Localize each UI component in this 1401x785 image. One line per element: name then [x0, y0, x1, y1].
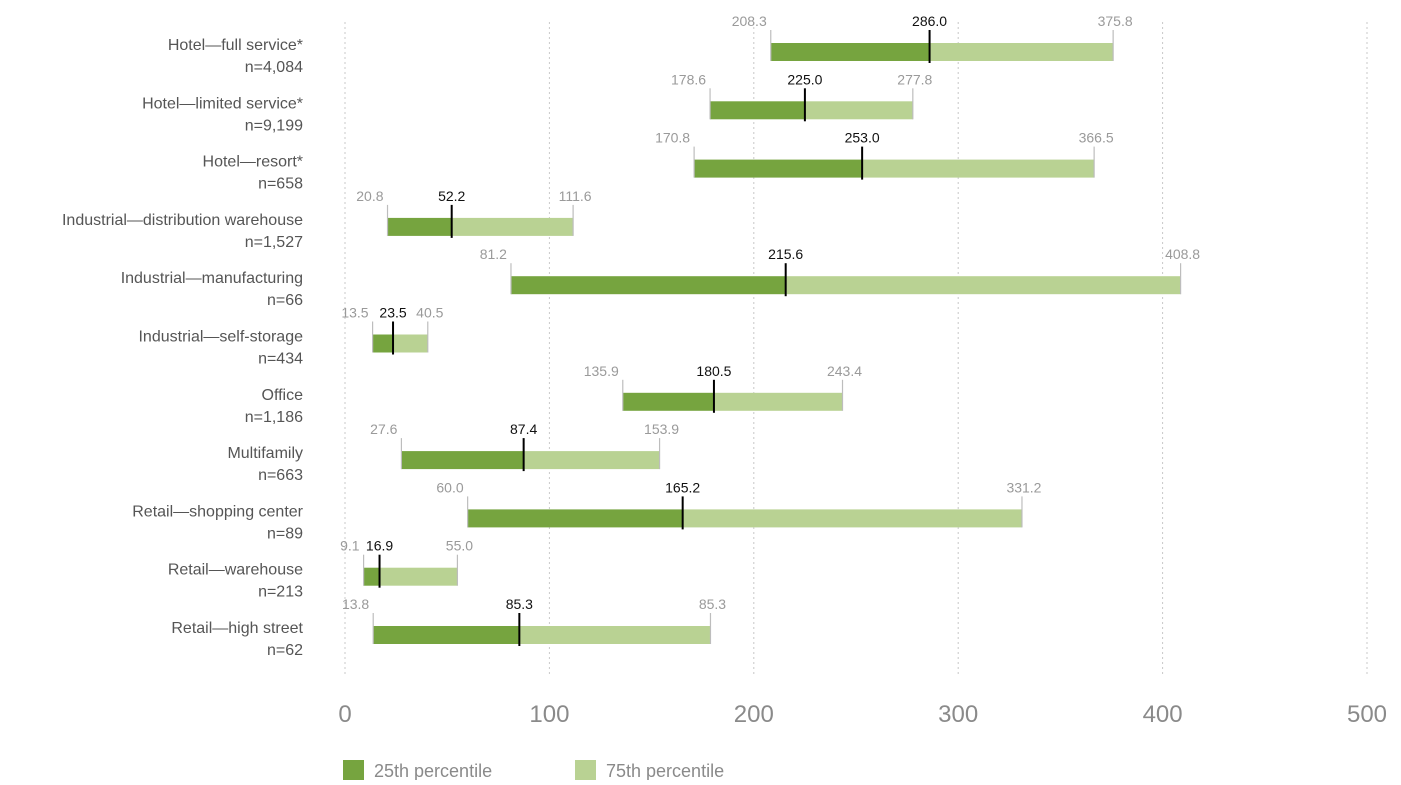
x-tick-label: 400 — [1143, 701, 1183, 728]
median-value-label: 286.0 — [912, 13, 947, 29]
bar-75th-percentile — [682, 509, 1022, 528]
category-label: Multifamily — [227, 445, 303, 462]
bar-25th-percentile — [373, 626, 520, 644]
median-value-label: 85.3 — [506, 596, 533, 612]
bar-75th-percentile — [804, 101, 913, 120]
bar-25th-percentile — [363, 567, 380, 586]
high-value-label: 153.9 — [644, 421, 679, 437]
bar-75th-percentile — [523, 451, 660, 470]
median-value-label: 165.2 — [665, 479, 700, 495]
bar-75th-percentile — [451, 217, 574, 236]
bar-25th-percentile — [622, 392, 714, 411]
x-tick-label: 300 — [938, 701, 978, 728]
category-label: Office — [262, 387, 304, 404]
high-value-label: 55.0 — [446, 538, 473, 554]
sample-size-label: n=1,186 — [245, 409, 303, 426]
grid-layer — [344, 22, 1368, 676]
high-value-label: 366.5 — [1079, 130, 1114, 146]
high-value-label: 111.6 — [559, 188, 592, 204]
high-value-label: 243.4 — [827, 363, 862, 379]
legend-label-25th: 25th percentile — [374, 761, 492, 780]
bar-75th-percentile — [713, 392, 843, 411]
bar-25th-percentile — [467, 509, 683, 528]
legend: 25th percentile 75th percentile — [343, 760, 724, 781]
sample-size-label: n=4,084 — [245, 59, 303, 76]
median-value-label: 215.6 — [768, 246, 803, 262]
category-label: Hotel—full service* — [168, 37, 303, 54]
sample-size-label: n=658 — [258, 176, 303, 193]
bar-25th-percentile — [387, 217, 452, 236]
category-label: Retail—warehouse — [168, 562, 303, 579]
legend-swatch-25th — [343, 760, 364, 780]
label-layer: Hotel—full service* n=4,084 208.3 286.0 375.… — [62, 13, 1200, 659]
legend-label-75th: 75th percentile — [606, 761, 724, 780]
legend-swatch-75th — [575, 760, 596, 780]
category-label: Hotel—resort* — [203, 154, 303, 171]
low-value-label: 60.0 — [436, 479, 463, 495]
median-value-label: 16.9 — [366, 538, 393, 554]
median-value-label: 23.5 — [379, 305, 406, 321]
high-value-label: 40.5 — [416, 305, 443, 321]
median-value-label: 253.0 — [845, 130, 880, 146]
low-value-label: 170.8 — [655, 130, 690, 146]
low-value-label: 27.6 — [370, 421, 397, 437]
sample-size-label: n=89 — [267, 525, 303, 542]
x-tick-label: 500 — [1347, 701, 1387, 728]
high-value-label: 408.8 — [1165, 246, 1200, 262]
sample-size-label: n=663 — [258, 467, 303, 484]
category-label: Retail—shopping center — [132, 503, 303, 520]
x-tick-label: 100 — [529, 701, 569, 728]
category-label: Industrial—self-storage — [138, 329, 303, 346]
sample-size-label: n=62 — [267, 642, 303, 659]
sample-size-label: n=1,527 — [245, 234, 303, 251]
bar-25th-percentile — [710, 101, 805, 120]
sample-size-label: n=434 — [258, 351, 303, 368]
high-value-label: 375.8 — [1098, 13, 1133, 29]
low-value-label: 178.6 — [671, 71, 706, 87]
category-label: Retail—high street — [171, 620, 303, 637]
sample-size-label: n=213 — [258, 584, 303, 601]
median-value-label: 87.4 — [510, 421, 537, 437]
bar-75th-percentile — [379, 567, 458, 586]
bar-25th-percentile — [372, 334, 394, 353]
sample-size-label: n=9,199 — [245, 117, 303, 134]
low-value-label: 13.5 — [341, 305, 368, 321]
median-value-label: 180.5 — [696, 363, 731, 379]
x-tick-label: 200 — [734, 701, 774, 728]
bar-25th-percentile — [401, 451, 524, 470]
high-value-label: 331.2 — [1006, 479, 1041, 495]
median-value-label: 52.2 — [438, 188, 465, 204]
bar-25th-percentile — [770, 43, 930, 61]
bar-75th-percentile — [785, 276, 1181, 295]
high-value-label: 85.3 — [699, 596, 726, 612]
low-value-label: 13.8 — [342, 596, 369, 612]
bar-25th-percentile — [694, 159, 863, 178]
bar-75th-percentile — [519, 626, 711, 644]
low-value-label: 135.9 — [584, 363, 619, 379]
high-value-label: 277.8 — [897, 71, 932, 87]
low-value-label: 20.8 — [356, 188, 383, 204]
x-axis: 0 100 200 300 400 500 — [338, 701, 1387, 728]
bar-75th-percentile — [929, 43, 1114, 61]
bar-layer — [363, 30, 1182, 646]
bar-75th-percentile — [862, 159, 1095, 178]
low-value-label: 81.2 — [480, 246, 507, 262]
category-label: Industrial—distribution warehouse — [62, 212, 303, 229]
sample-size-label: n=66 — [267, 292, 303, 309]
bar-75th-percentile — [393, 334, 428, 353]
low-value-label: 9.1 — [340, 538, 360, 554]
category-label: Industrial—manufacturing — [121, 270, 303, 287]
x-tick-label: 0 — [338, 701, 351, 728]
low-value-label: 208.3 — [732, 13, 767, 29]
category-label: Hotel—limited service* — [142, 95, 303, 112]
bar-25th-percentile — [510, 276, 786, 295]
median-value-label: 225.0 — [787, 71, 822, 87]
